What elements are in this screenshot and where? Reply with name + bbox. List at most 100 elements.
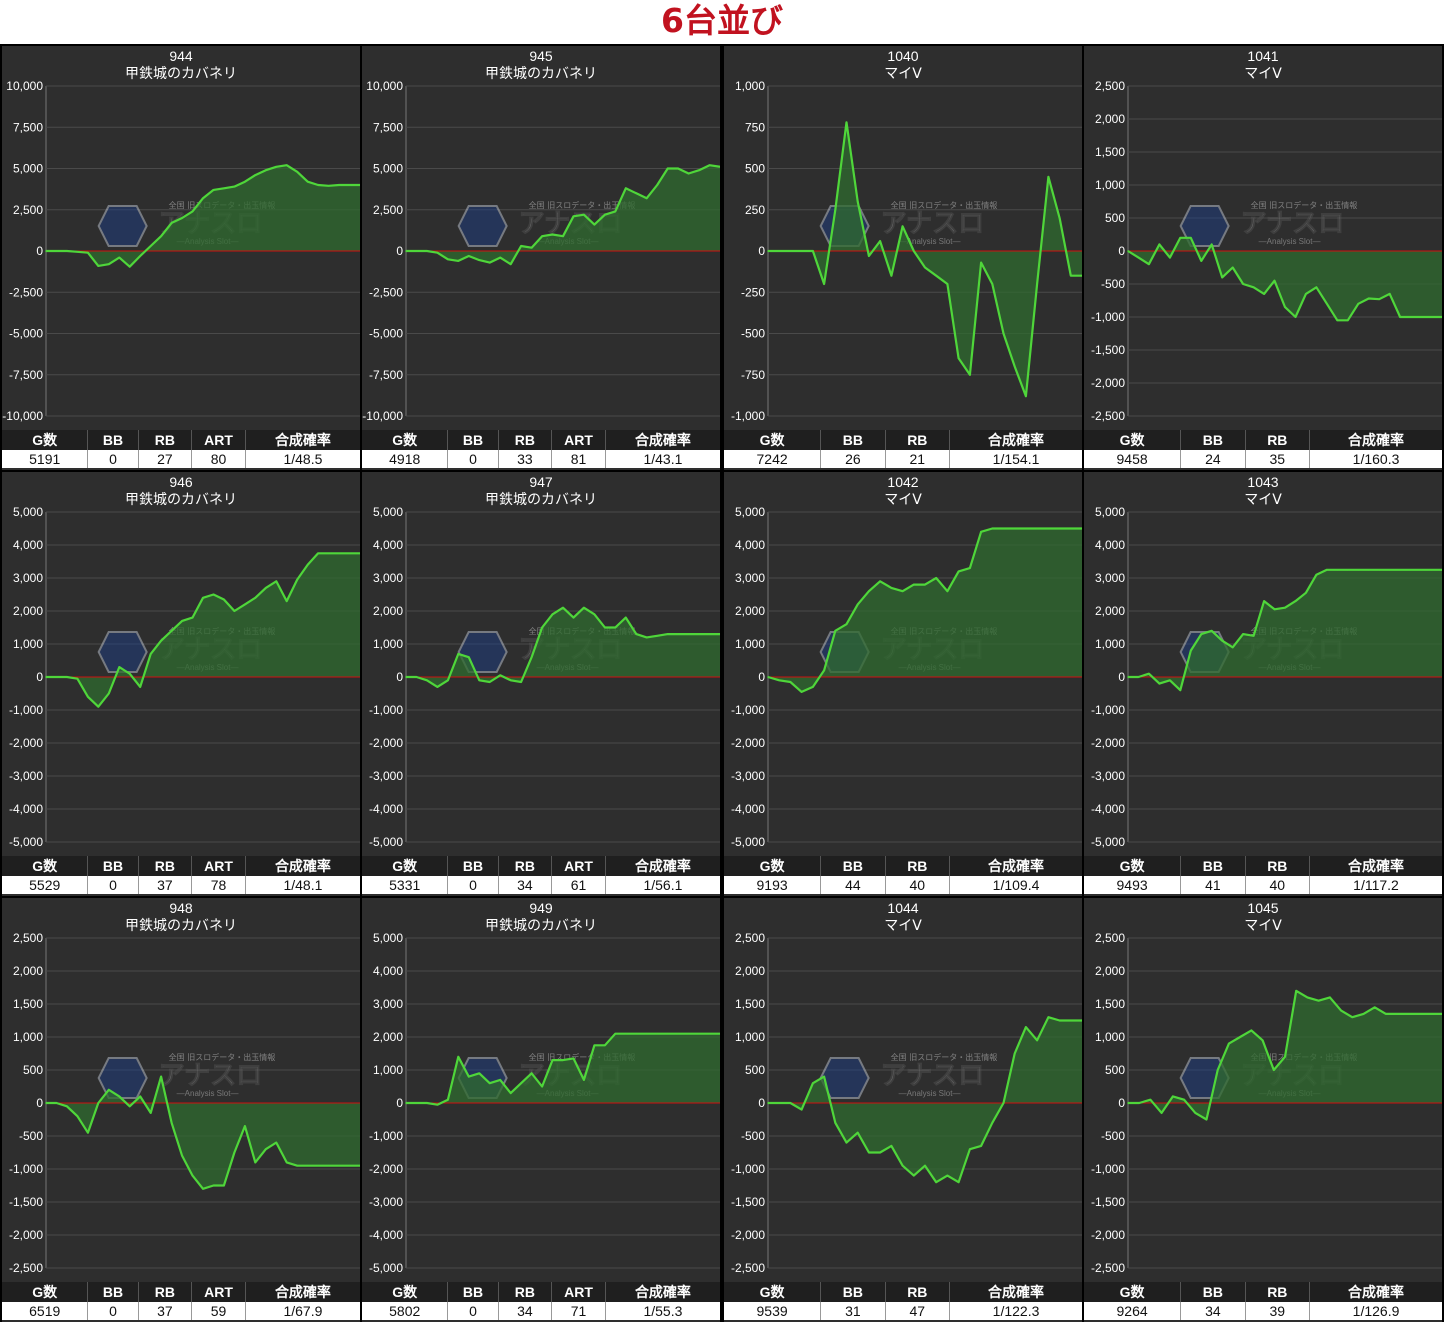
- y-tick-label: 0: [36, 244, 43, 258]
- data-point: [170, 222, 173, 224]
- chart-svg: 1040 マイV 1,000 750 500 250 0 -250 -500 -750 -1,000…: [731, 48, 1082, 423]
- y-tick-label: -3,000: [369, 1195, 403, 1209]
- data-point: [66, 676, 68, 678]
- chart-panel-944: 944 甲鉄城のカバネリ 10,000 7,500 5,000 2,500 0 -2,500 -…: [2, 46, 360, 470]
- machine-name: マイV: [1244, 66, 1282, 82]
- data-point: [1231, 266, 1234, 269]
- stats-header: ART: [191, 856, 246, 876]
- y-tick-label: 10,000: [366, 79, 403, 93]
- data-point: [856, 603, 859, 606]
- data-point: [708, 164, 711, 166]
- data-point: [405, 676, 407, 678]
- data-point: [687, 1032, 690, 1035]
- data-point: [160, 1075, 162, 1078]
- y-tick-label: 2,500: [13, 203, 43, 217]
- y-tick-label: 4,000: [13, 538, 43, 552]
- y-tick-label: 3,000: [373, 997, 403, 1011]
- data-point: [1336, 319, 1339, 322]
- y-tick-label: 2,000: [373, 604, 403, 618]
- stats-header: RB: [137, 856, 192, 876]
- data-point: [415, 676, 418, 678]
- y-tick-label: 2,000: [1095, 604, 1125, 618]
- stats-value: 24: [1180, 450, 1246, 468]
- data-point: [687, 172, 690, 175]
- chart-svg: 947 甲鉄城のカバネリ 5,000 4,000 3,000 2,000 1,000 0 -1,…: [369, 474, 720, 849]
- stats-header: G数: [1084, 856, 1181, 876]
- data-point: [478, 679, 481, 682]
- data-point: [593, 223, 596, 226]
- data-point: [1148, 672, 1150, 675]
- stats-value: 39: [1244, 1302, 1310, 1320]
- data-point: [1221, 276, 1223, 279]
- data-point: [845, 623, 848, 625]
- chart-svg: 946 甲鉄城のカバネリ 5,000 4,000 3,000 2,000 1,000 0 -1,…: [9, 474, 360, 849]
- y-tick-label: -1,000: [731, 703, 765, 717]
- watermark-subtitle: —Analysis Slot—: [177, 1089, 239, 1098]
- stats-header: G数: [2, 1282, 88, 1302]
- stats-value: 6519: [2, 1302, 88, 1320]
- stats-header: G数: [724, 1282, 821, 1302]
- chart-panel-1043: 1043 マイV 5,000 4,000 3,000 2,000 1,000 0 -1,000 -…: [1084, 472, 1442, 896]
- stats-value: 1/55.3: [604, 1302, 720, 1320]
- stats-header: BB: [447, 856, 499, 876]
- y-tick-label: 0: [396, 670, 403, 684]
- data-point: [834, 1122, 837, 1124]
- stats-table: G数 BB RB ART 合成確率 5191 0 27 80 1/48.5: [2, 430, 360, 468]
- data-point: [834, 630, 837, 632]
- stats-value: 78: [191, 876, 246, 894]
- data-point: [1430, 316, 1433, 318]
- stats-header: G数: [2, 856, 88, 876]
- y-tick-label: 7,500: [13, 120, 43, 134]
- stats-header: G数: [724, 430, 821, 450]
- y-tick-label: -4,000: [369, 802, 403, 816]
- data-point: [645, 636, 648, 639]
- stats-value: 35: [1244, 450, 1310, 468]
- data-point: [1326, 569, 1328, 571]
- data-point: [1081, 1019, 1082, 1022]
- y-tick-label: 2,500: [735, 931, 765, 945]
- stats-value: 47: [884, 1302, 950, 1320]
- data-point: [202, 197, 204, 199]
- stats-header: RB: [884, 430, 950, 450]
- logo-hexagon-icon: [97, 205, 148, 247]
- y-tick-label: -5,000: [1091, 835, 1125, 849]
- chart-panel-1045: 1045 マイV 2,500 2,000 1,500 1,000 500 0 -500 -1,00…: [1084, 898, 1442, 1322]
- stats-value: 1/117.2: [1309, 876, 1442, 894]
- profit-area: [46, 165, 360, 267]
- data-point: [1047, 176, 1050, 178]
- stats-value: 33: [497, 450, 552, 468]
- data-point: [436, 1103, 439, 1106]
- data-point: [1137, 676, 1140, 678]
- y-tick-label: -4,000: [731, 802, 765, 816]
- chart-svg: 1043 マイV 5,000 4,000 3,000 2,000 1,000 0 -1,000 -…: [1091, 474, 1442, 849]
- data-point: [327, 552, 330, 555]
- data-point: [812, 686, 814, 688]
- y-tick-label: 1,000: [13, 637, 43, 651]
- watermark-brand: アナスロ: [159, 1061, 262, 1091]
- chart-svg: 948 甲鉄城のカバネリ 2,500 2,000 1,500 1,000 500 0 -500 -…: [9, 900, 360, 1275]
- y-tick-label: -2,000: [9, 1228, 43, 1242]
- stats-header: G数: [362, 856, 448, 876]
- data-point: [1263, 600, 1265, 602]
- data-point: [1002, 332, 1005, 335]
- data-point: [969, 1148, 971, 1150]
- data-point: [139, 255, 141, 257]
- chart-svg: 949 甲鉄城のカバネリ 5,000 4,000 3,000 2,000 1,000 0 -1,…: [369, 900, 720, 1275]
- stats-header: RB: [884, 856, 950, 876]
- stats-value: 5331: [362, 876, 448, 894]
- data-point: [957, 1181, 960, 1183]
- data-point: [1409, 316, 1412, 318]
- data-point: [604, 213, 606, 216]
- machine-name: 甲鉄城のカバネリ: [125, 918, 237, 934]
- data-point: [1242, 633, 1244, 635]
- y-tick-label: -4,000: [369, 1228, 403, 1242]
- data-point: [583, 606, 585, 609]
- data-point: [1261, 1039, 1264, 1042]
- data-point: [191, 616, 194, 619]
- data-point: [1329, 996, 1331, 999]
- data-point: [1367, 297, 1370, 300]
- y-tick-label: -2,000: [1091, 736, 1125, 750]
- data-point: [436, 686, 439, 688]
- stats-header: 合成確率: [1309, 430, 1442, 450]
